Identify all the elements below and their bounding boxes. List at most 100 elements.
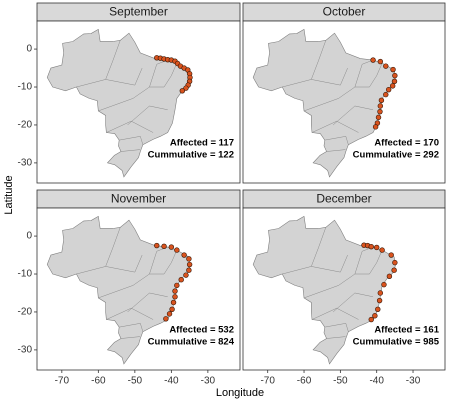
point — [368, 316, 374, 323]
strip-title: December — [316, 192, 371, 206]
x-tick-label: -70 — [260, 376, 275, 387]
annotation: Cummulative = 292 — [353, 150, 439, 161]
point — [169, 306, 175, 312]
point — [375, 114, 382, 121]
state-border — [332, 292, 374, 313]
annotation: Affected = 161 — [374, 325, 439, 336]
point — [178, 277, 184, 283]
point — [181, 252, 187, 258]
x-tick-label: -50 — [333, 376, 348, 387]
annotation: Cummulative = 122 — [148, 150, 234, 161]
country-outline — [252, 28, 396, 178]
y-tick-label: -30 — [18, 345, 33, 356]
state-border — [354, 59, 374, 88]
state-border — [282, 40, 327, 88]
state-border — [127, 292, 168, 313]
y-tick-label: -30 — [18, 158, 33, 169]
point — [154, 242, 160, 249]
state-border — [98, 273, 165, 299]
point — [186, 267, 192, 273]
x-tick-label: -50 — [128, 376, 143, 387]
state-border — [326, 336, 346, 339]
state-border — [311, 254, 348, 273]
x-tick-label: -70 — [55, 376, 70, 387]
state-border — [303, 86, 370, 112]
state-border — [105, 67, 143, 86]
point — [183, 272, 189, 278]
state-border — [105, 254, 143, 273]
state-border — [282, 227, 327, 275]
x-tick-label: -60 — [297, 376, 312, 387]
point — [381, 281, 387, 288]
strip-title: September — [109, 5, 168, 19]
point — [168, 244, 175, 250]
point — [375, 306, 381, 312]
point — [172, 294, 178, 300]
point — [391, 78, 398, 85]
point — [372, 124, 379, 130]
x-tick-label: -60 — [91, 376, 106, 387]
point — [389, 83, 396, 89]
x-axis-label: Longitude — [216, 387, 264, 399]
point — [377, 290, 384, 296]
strip-title: October — [323, 5, 366, 19]
y-tick-label: 0 — [26, 44, 32, 55]
point — [186, 256, 192, 262]
state-border — [119, 136, 144, 145]
state-border — [324, 323, 349, 332]
state-border — [163, 63, 178, 88]
point — [385, 86, 392, 93]
state-border — [106, 307, 154, 320]
state-border — [324, 136, 349, 145]
state-border — [119, 323, 144, 332]
point — [390, 66, 396, 73]
state-border — [76, 227, 121, 275]
y-tick-label: -10 — [18, 269, 33, 280]
annotation: Affected = 117 — [170, 138, 234, 149]
annotation: Affected = 170 — [374, 138, 439, 149]
point — [392, 72, 398, 79]
state-border — [120, 149, 140, 152]
point — [383, 91, 389, 98]
annotation: Cummulative = 824 — [148, 337, 235, 348]
point — [172, 288, 178, 294]
point — [391, 267, 397, 273]
x-tick-label: -30 — [201, 376, 216, 387]
point — [372, 313, 378, 319]
point — [377, 103, 384, 109]
point — [377, 108, 383, 115]
point — [174, 282, 180, 289]
state-border — [98, 86, 165, 112]
state-border — [120, 336, 140, 339]
state-border — [106, 120, 154, 133]
point — [186, 261, 193, 268]
point — [370, 57, 376, 63]
point — [170, 299, 177, 306]
point — [166, 311, 173, 317]
state-border — [369, 250, 383, 275]
state-border — [311, 307, 359, 320]
y-tick-label: -20 — [18, 120, 33, 131]
point — [163, 316, 169, 322]
point — [378, 97, 385, 103]
x-tick-label: -30 — [406, 376, 421, 387]
state-border — [311, 120, 359, 133]
y-axis-label: Latitude — [3, 175, 15, 214]
point — [383, 63, 389, 69]
point — [373, 244, 380, 251]
y-tick-label: 0 — [26, 231, 32, 242]
annotation: Cummulative = 985 — [353, 337, 440, 348]
x-tick-label: -40 — [369, 376, 384, 387]
annotation: Affected = 532 — [169, 325, 234, 336]
state-border — [163, 250, 178, 275]
state-border — [326, 149, 346, 152]
point — [368, 243, 374, 250]
state-border — [311, 67, 348, 86]
x-tick-label: -40 — [164, 376, 179, 387]
state-border — [76, 40, 121, 88]
strip-title: November — [111, 192, 166, 206]
point — [379, 247, 385, 253]
point — [386, 273, 393, 279]
point — [392, 259, 398, 266]
